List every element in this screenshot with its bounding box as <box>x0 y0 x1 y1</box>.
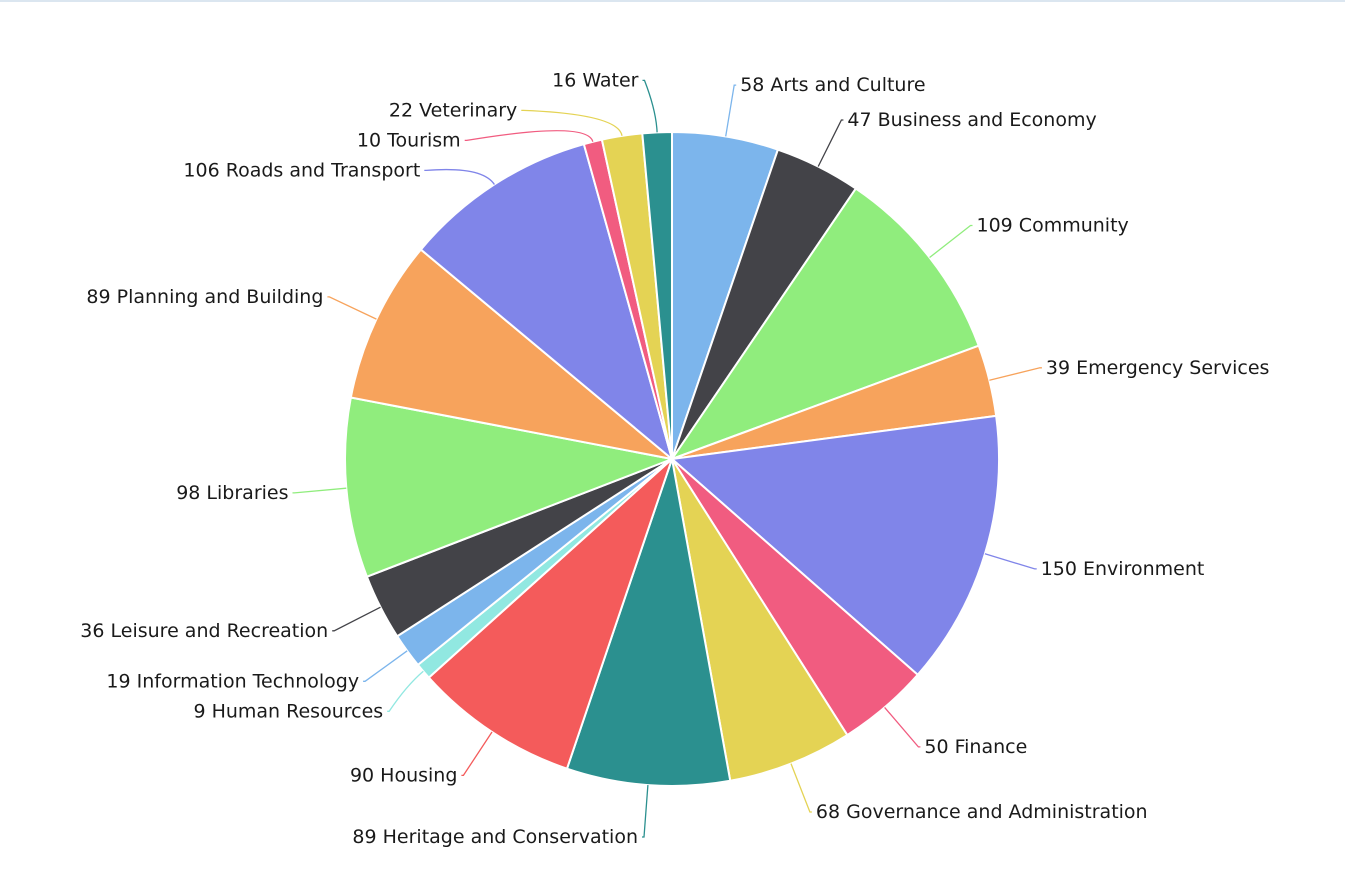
data-label-human-resources: 9 Human Resources <box>193 700 383 722</box>
leader-line-libraries <box>292 487 347 494</box>
leader-line-leisure-and-recreation <box>332 606 381 632</box>
leader-line-heritage-and-conservation <box>642 785 649 838</box>
pie-slice-heritage-and-conservation[interactable] <box>565 458 732 787</box>
data-label-tourism: 10 Tourism <box>357 129 461 151</box>
leader-line-arts-and-culture <box>725 84 737 137</box>
pie-slice-planning-and-building[interactable] <box>349 248 673 460</box>
data-label-leisure-and-recreation: 36 Leisure and Recreation <box>80 620 328 642</box>
data-label-information-technology: 19 Information Technology <box>106 670 359 692</box>
leader-line-finance <box>884 706 921 748</box>
data-label-business-and-economy: 47 Business and Economy <box>847 109 1096 131</box>
leader-line-community <box>929 224 973 259</box>
data-label-housing: 90 Housing <box>350 764 457 786</box>
leader-line-emergency-services <box>989 367 1042 381</box>
data-label-water: 16 Water <box>552 69 639 91</box>
data-label-heritage-and-conservation: 89 Heritage and Conservation <box>352 826 638 848</box>
data-label-libraries: 98 Libraries <box>176 482 288 504</box>
data-label-governance-and-administration: 68 Governance and Administration <box>816 801 1148 823</box>
pie-slice-community[interactable] <box>671 187 980 460</box>
leader-line-housing <box>461 731 493 777</box>
slices-layer <box>344 130 1001 787</box>
leader-line-human-resources <box>387 670 424 712</box>
data-label-arts-and-culture: 58 Arts and Culture <box>740 74 925 96</box>
data-label-community: 109 Community <box>977 215 1129 237</box>
leader-line-governance-and-administration <box>790 763 812 813</box>
data-label-veterinary: 22 Veterinary <box>389 99 517 121</box>
leader-line-planning-and-building <box>327 296 377 320</box>
data-label-finance: 50 Finance <box>924 736 1027 758</box>
leader-line-veterinary <box>521 109 623 136</box>
data-label-roads-and-transport: 106 Roads and Transport <box>183 159 420 181</box>
labels-layer: 58 Arts and Culture 47 Business and Econo… <box>80 69 1269 848</box>
leader-line-information-technology <box>363 650 408 682</box>
leader-line-water <box>642 79 658 133</box>
pie-slice-libraries[interactable] <box>344 396 673 578</box>
leader-line-tourism <box>464 130 594 142</box>
pie-slice-water[interactable] <box>641 130 673 460</box>
pie-slice-environment[interactable] <box>671 414 1001 676</box>
leaders-layer <box>292 79 1042 838</box>
leader-line-business-and-economy <box>817 119 844 167</box>
data-label-planning-and-building: 89 Planning and Building <box>86 286 323 308</box>
leader-line-roads-and-transport <box>424 168 495 185</box>
data-label-emergency-services: 39 Emergency Services <box>1046 357 1270 379</box>
leader-line-environment <box>984 553 1037 570</box>
data-label-environment: 150 Environment <box>1041 558 1205 580</box>
